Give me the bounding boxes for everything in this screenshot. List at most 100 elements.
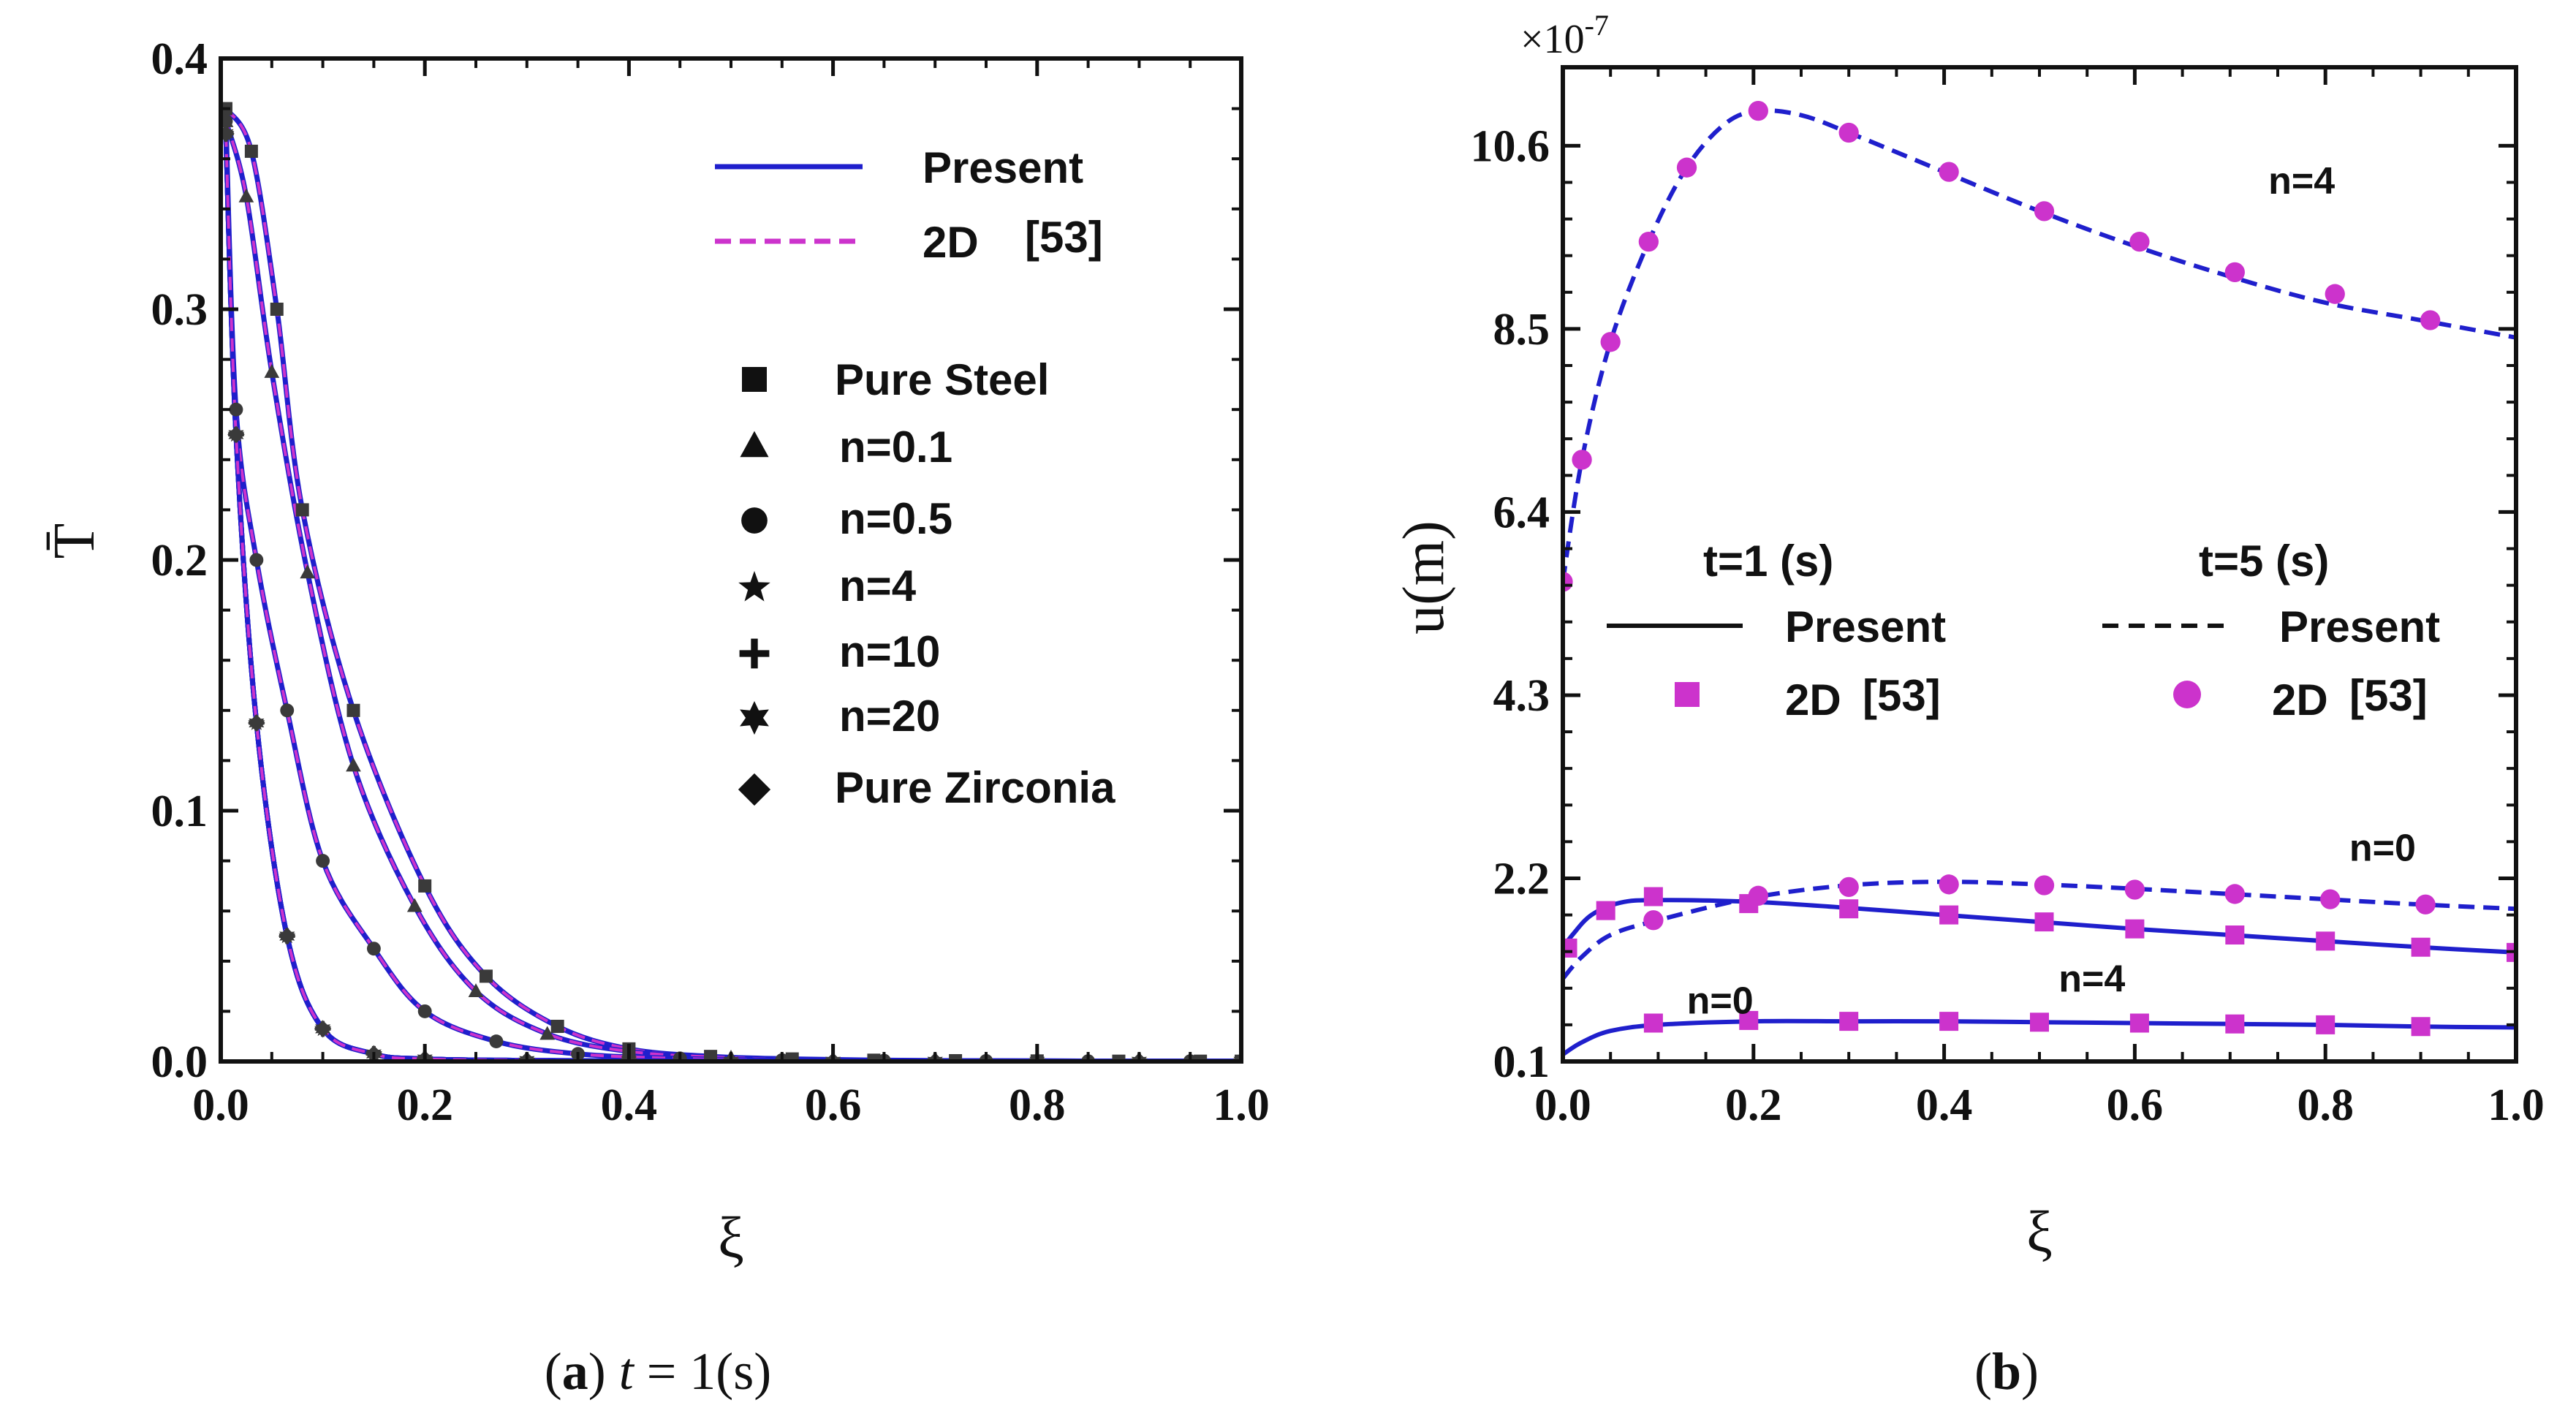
legend-t1-header: t=1 (s) xyxy=(1703,537,1833,586)
panel-b-2d-marker xyxy=(2034,875,2055,896)
panel-b-multiplier: ×10-7 xyxy=(1520,9,1609,62)
caption-a-t: t xyxy=(619,1342,635,1401)
panel-b-2d-marker xyxy=(2325,284,2345,304)
panel-b-2d-marker xyxy=(1838,877,1859,898)
legend-marker-square xyxy=(742,367,767,392)
panel-a-data-marker xyxy=(227,425,245,444)
panel-b-2d-marker xyxy=(1838,122,1859,143)
panel-a-2d-line xyxy=(224,133,1241,1061)
panel-b-2d-marker xyxy=(2034,201,2055,222)
panel-b-y-tick-label: 4.3 xyxy=(1493,671,1550,721)
legend-pure-zirconia-label: Pure Zirconia xyxy=(835,763,1115,812)
panel-b-2d-marker xyxy=(2030,1012,2049,1032)
panel-b-2d-marker xyxy=(2420,310,2441,330)
panel-b-2d-marker xyxy=(1643,887,1663,906)
legend-2d-ref: [53] xyxy=(1025,213,1103,262)
panel-b-2d-marker xyxy=(1748,885,1768,906)
panel-b-2d-marker xyxy=(1596,901,1615,920)
panel-b-2d-marker xyxy=(1643,1013,1663,1033)
panel-b-2d-marker xyxy=(2225,925,2245,945)
panel-a-y-tick-label: 0.1 xyxy=(151,787,208,836)
legend-t1-2d-ref: [53] xyxy=(1863,671,1941,720)
panel-a-data-marker xyxy=(418,879,432,893)
panel-a-data-marker xyxy=(550,1019,564,1033)
legend-pure-steel-label: Pure Steel xyxy=(835,355,1049,404)
panel-b-2d-marker xyxy=(2320,889,2341,909)
panel-a-x-tick-label: 1.0 xyxy=(1213,1080,1270,1130)
panel-a-data-marker xyxy=(229,402,243,417)
panel-b-2d-marker xyxy=(1638,231,1659,252)
panel-a-data-marker xyxy=(489,1034,504,1049)
panel-b-2d-marker xyxy=(2125,919,2145,939)
panel-a-data-marker xyxy=(249,553,264,567)
panel-a-x-tick-label: 0.8 xyxy=(1009,1080,1066,1130)
panel-b-2d-marker xyxy=(1839,899,1859,919)
panel-a-data-marker xyxy=(244,144,258,158)
caption-b-label: b xyxy=(1992,1342,2021,1401)
panel-a-data-marker xyxy=(949,1053,963,1061)
panel-a-data-marker xyxy=(704,1050,718,1061)
legend-t5-present-label: Present xyxy=(2279,602,2440,651)
panel-b-legend: t=1 (s) t=5 (s) Present Present 2D [53] … xyxy=(1607,537,2440,724)
panel-a-present-line xyxy=(223,133,1241,1061)
panel-b-2d-marker xyxy=(2224,262,2245,283)
panel-b-2d-marker xyxy=(1600,332,1621,352)
legend-n4-label: n=4 xyxy=(839,561,917,610)
panel-b-y-axis-title: u(m) xyxy=(1392,520,1456,635)
panel-b-t5-present-line xyxy=(1563,108,2516,583)
panel-b-2d-marker xyxy=(2034,912,2054,932)
panel-b-series xyxy=(1563,100,2516,1057)
multiplier-exponent: -7 xyxy=(1585,9,1609,42)
panel-a-2d-line xyxy=(224,133,1241,1061)
panel-b-2d-marker xyxy=(2224,884,2245,904)
panel-b-2d-marker xyxy=(1939,1012,1959,1031)
panel-a-data-marker xyxy=(539,1026,556,1040)
panel-a-data-marker xyxy=(238,188,254,202)
panel-a-data-marker xyxy=(479,969,493,983)
panel-a-marker-legend xyxy=(738,367,771,806)
panel-b-y-tick-label: 6.4 xyxy=(1493,488,1550,537)
panel-b-y-tick-label: 0.1 xyxy=(1493,1037,1550,1087)
panel-b-x-tick-label: 0.4 xyxy=(1916,1080,1973,1130)
panel-a-data-marker xyxy=(406,898,423,912)
legend-marker-triangle xyxy=(740,431,769,458)
panel-a-y-tick-label: 0.3 xyxy=(151,285,208,335)
panel-b-2d-marker xyxy=(1676,157,1697,178)
panel-b-annotation: n=4 xyxy=(2268,160,2335,202)
panel-b-x-tick-label: 1.0 xyxy=(2488,1080,2545,1130)
legend-t5-2d-label: 2D xyxy=(2272,675,2328,724)
legend-2d-label: 2D xyxy=(923,218,979,267)
panel-b-2d-marker xyxy=(1939,874,1959,895)
panel-b-2d-marker xyxy=(1839,1012,1859,1031)
panel-b-2d-marker xyxy=(2316,1015,2336,1034)
panel-b-ticks: 0.0 0.2 0.4 0.6 0.8 1.0 0.1 2.2 4.3 6.4 8.5 10.6 xyxy=(1471,67,2545,1130)
panel-b-y-tick-label: 10.6 xyxy=(1471,121,1550,171)
panel-b-2d-marker xyxy=(2129,1013,2149,1033)
panel-b-2d-marker xyxy=(1739,1010,1759,1030)
panel-a-x-tick-label: 0.0 xyxy=(192,1080,249,1130)
panel-a-2d-line xyxy=(224,121,1241,1061)
panel-b-2d-marker xyxy=(1572,450,1592,470)
panel-a-data-marker xyxy=(1112,1054,1126,1061)
legend-n01-label: n=0.1 xyxy=(839,423,952,472)
panel-a-legend: Present 2D [53] Pure Steel n=0.1 n=0.5 n… xyxy=(715,143,1115,812)
panel-a-x-axis-title: ξ xyxy=(718,1206,744,1271)
panel-a-present-line xyxy=(223,133,1241,1061)
panel-b-2d-marker xyxy=(1939,162,1959,182)
panel-a-x-tick-label: 0.4 xyxy=(601,1080,658,1130)
panel-a-data-marker xyxy=(248,714,265,732)
panel-a-present-line xyxy=(223,120,1241,1061)
panel-b-x-tick-label: 0.8 xyxy=(2297,1080,2354,1130)
panel-a-caption: (a) t = 1(s) xyxy=(545,1342,772,1401)
panel-a-x-tick-label: 0.2 xyxy=(396,1080,453,1130)
panel-a: 0.0 0.2 0.4 0.6 0.8 1.0 0.0 0.1 0.2 0.3 0.4 ξ T̄ P… xyxy=(42,34,1270,1401)
panel-b-2d-marker xyxy=(2411,1017,2431,1037)
panel-b-x-axis-title: ξ xyxy=(2026,1200,2053,1265)
panel-b-2d-marker xyxy=(1643,910,1664,931)
panel-a-data-marker xyxy=(867,1053,881,1061)
legend-marker-diamond xyxy=(738,773,771,806)
panel-b-2d-marker xyxy=(1563,572,1573,592)
panel-b-annotation: n=0 xyxy=(1687,980,1754,1022)
panel-a-data-marker xyxy=(280,703,295,718)
panel-a-data-marker xyxy=(295,503,309,517)
